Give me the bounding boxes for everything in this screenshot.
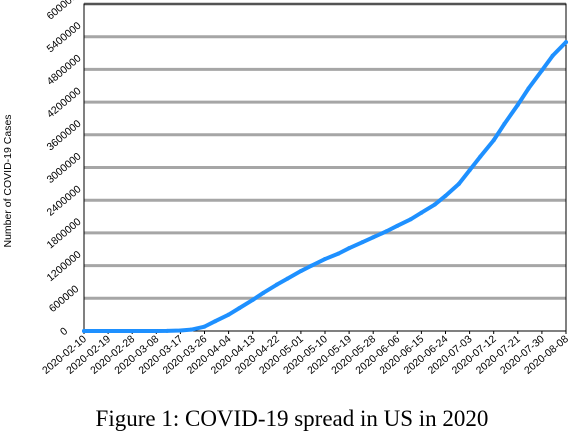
data-point — [491, 138, 496, 143]
data-point — [360, 240, 365, 245]
y-tick-label: 1800000 — [45, 216, 84, 252]
data-point — [347, 246, 352, 251]
y-tick-label: 1200000 — [45, 248, 84, 284]
y-tick-label: 600000 — [47, 283, 82, 315]
data-point — [178, 328, 183, 333]
y-axis-title: Number of COVID-19 Cases — [2, 114, 14, 247]
data-point — [371, 235, 376, 240]
data-point — [250, 297, 255, 302]
y-axis-tick-labels: 0 600000120000018000002400000300000036000… — [45, 0, 84, 338]
data-point — [564, 40, 568, 45]
data-point — [478, 154, 483, 159]
y-tick-label: 4200000 — [45, 85, 84, 121]
y-tick-label: 0 — [58, 325, 70, 338]
y-tick-label: 4800000 — [45, 52, 84, 88]
data-point — [226, 312, 231, 317]
data-point — [154, 328, 159, 333]
data-point — [467, 168, 472, 173]
data-point — [106, 328, 111, 333]
data-point — [165, 328, 170, 333]
y-tick-label: 2400000 — [45, 183, 84, 219]
data-point — [261, 290, 266, 295]
data-point — [82, 328, 86, 333]
data-point — [443, 193, 448, 198]
data-point — [384, 229, 389, 234]
data-point — [432, 202, 437, 207]
data-point — [502, 121, 507, 126]
y-tick-label: 5400000 — [45, 20, 84, 56]
y-tick-label: 3000000 — [45, 150, 84, 186]
data-point — [213, 319, 218, 324]
data-point — [550, 53, 555, 58]
gridlines — [84, 2, 566, 300]
data-point — [189, 327, 194, 332]
data-point — [309, 263, 314, 268]
data-point — [526, 86, 531, 91]
series-layer — [82, 40, 568, 333]
data-point — [395, 223, 400, 228]
x-axis-tick-labels: 2020-02-102020-02-192020-02-282020-03-08… — [40, 331, 571, 377]
figure-caption: Figure 1: COVID-19 spread in US in 2020 — [95, 406, 489, 431]
data-point — [202, 324, 207, 329]
data-point — [515, 102, 520, 107]
data-point — [274, 282, 279, 287]
data-point — [419, 210, 424, 215]
data-point — [456, 181, 461, 186]
data-point — [285, 276, 290, 281]
data-point — [408, 217, 413, 222]
line-chart: 0 600000120000018000002400000300000036000… — [2, 0, 571, 377]
data-point — [539, 68, 544, 73]
data-point — [298, 269, 303, 274]
data-point — [130, 328, 135, 333]
data-point — [323, 257, 327, 262]
series-line — [82, 40, 568, 333]
data-point — [336, 251, 341, 256]
y-tick-label: 6000000 — [45, 0, 84, 22]
data-point — [237, 306, 242, 311]
y-tick-label: 3600000 — [45, 118, 84, 154]
